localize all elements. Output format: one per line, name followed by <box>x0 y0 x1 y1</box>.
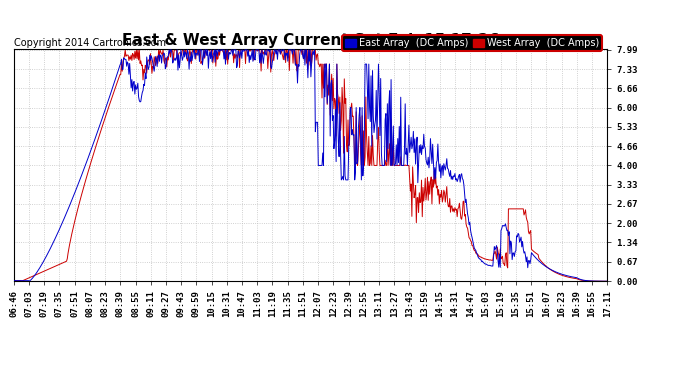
Title: East & West Array Current Sat Feb 15 17:26: East & West Array Current Sat Feb 15 17:… <box>121 33 500 48</box>
Legend: East Array  (DC Amps), West Array  (DC Amps): East Array (DC Amps), West Array (DC Amp… <box>342 35 602 51</box>
Text: Copyright 2014 Cartronics.com: Copyright 2014 Cartronics.com <box>14 38 166 48</box>
